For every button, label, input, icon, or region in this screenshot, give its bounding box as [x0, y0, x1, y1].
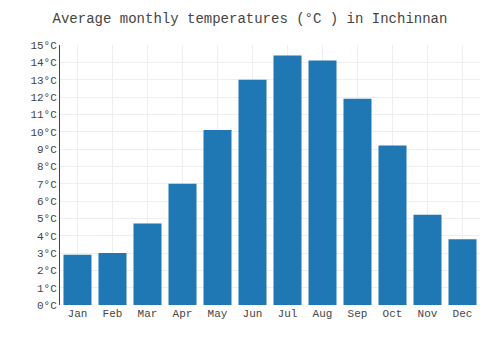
svg-text:Nov: Nov [418, 308, 438, 320]
svg-text:14°C: 14°C [30, 57, 57, 69]
svg-text:Jun: Jun [243, 308, 263, 320]
svg-text:May: May [208, 308, 228, 320]
svg-text:Oct: Oct [383, 308, 403, 320]
svg-text:13°C: 13°C [30, 75, 57, 87]
svg-text:3°C: 3°C [37, 248, 57, 260]
svg-text:Aug: Aug [313, 308, 333, 320]
svg-text:Dec: Dec [453, 308, 473, 320]
svg-text:15°C: 15°C [30, 40, 57, 52]
svg-text:0°C: 0°C [37, 300, 57, 312]
svg-text:Apr: Apr [173, 308, 193, 320]
svg-text:Average monthly temperatures (: Average monthly temperatures (°C ) in In… [53, 11, 448, 27]
svg-text:Mar: Mar [138, 308, 158, 320]
svg-text:Jan: Jan [68, 308, 88, 320]
svg-text:12°C: 12°C [30, 92, 57, 104]
svg-text:4°C: 4°C [37, 231, 57, 243]
svg-text:5°C: 5°C [37, 213, 57, 225]
svg-text:Jul: Jul [278, 308, 298, 320]
svg-text:11°C: 11°C [30, 109, 57, 121]
svg-text:6°C: 6°C [37, 196, 57, 208]
svg-text:2°C: 2°C [37, 265, 57, 277]
svg-text:8°C: 8°C [37, 161, 57, 173]
svg-text:7°C: 7°C [37, 179, 57, 191]
svg-text:Feb: Feb [103, 308, 123, 320]
svg-text:9°C: 9°C [37, 144, 57, 156]
svg-text:Sep: Sep [348, 308, 368, 320]
svg-text:10°C: 10°C [30, 127, 57, 139]
svg-text:1°C: 1°C [37, 283, 57, 295]
